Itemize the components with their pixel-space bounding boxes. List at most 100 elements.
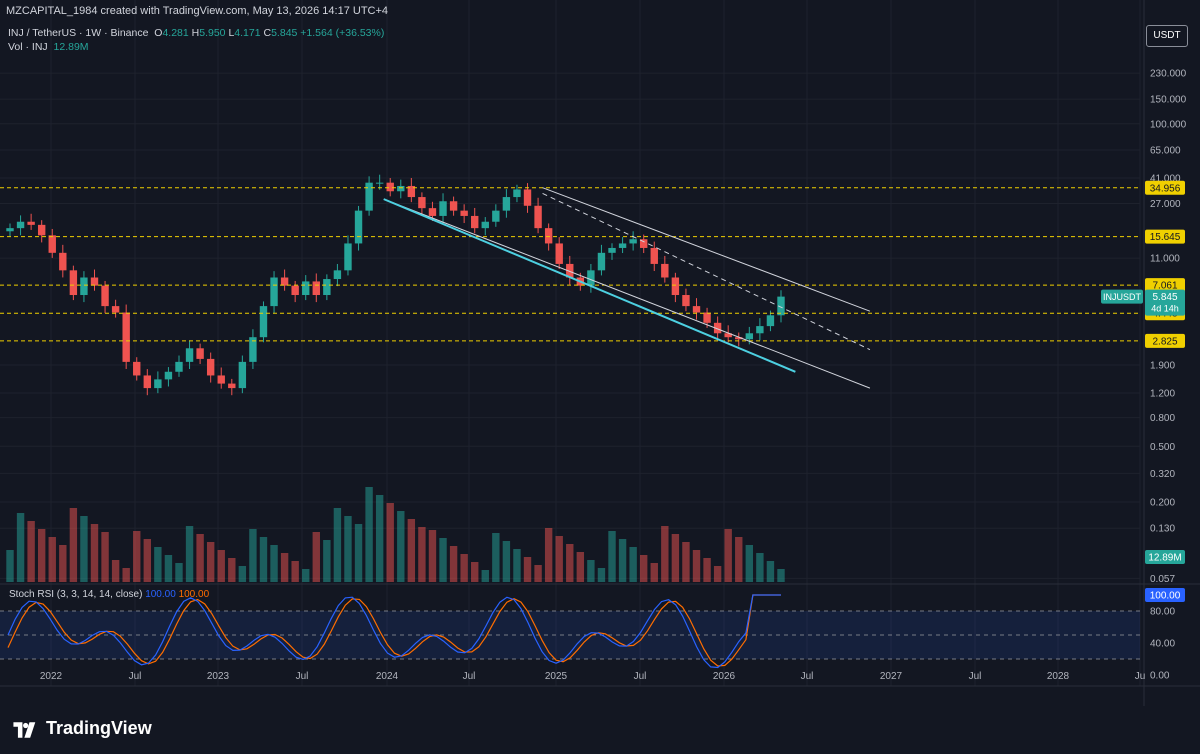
candle-body[interactable] xyxy=(228,383,236,389)
candle-body[interactable] xyxy=(37,224,46,236)
close-label: C xyxy=(263,27,272,39)
candle-body[interactable] xyxy=(428,208,437,216)
symbol-name[interactable]: INJ / TetherUS · 1W · Binance xyxy=(8,27,149,39)
candle-body[interactable] xyxy=(661,263,669,278)
candle-body[interactable] xyxy=(238,361,247,389)
candle-body[interactable] xyxy=(481,221,489,229)
stoch-rsi-legend[interactable]: Stoch RSI (3, 3, 14, 14, close) 100.00 1… xyxy=(9,589,209,600)
candle-body[interactable] xyxy=(692,306,701,313)
candle-body[interactable] xyxy=(122,312,130,362)
symbol-legend[interactable]: INJ / TetherUS · 1W · Binance O4.281 H5.… xyxy=(8,27,384,39)
candle-body[interactable] xyxy=(375,182,384,184)
candle-body[interactable] xyxy=(735,337,743,340)
price-tick-label: 100.000 xyxy=(1150,119,1187,130)
candle-body[interactable] xyxy=(6,228,14,232)
candle-body[interactable] xyxy=(502,197,511,211)
channel-mid-line[interactable] xyxy=(542,192,871,351)
volume-bar xyxy=(587,560,595,582)
candle-body[interactable] xyxy=(175,361,183,372)
candle-body[interactable] xyxy=(291,285,299,296)
candle-body[interactable] xyxy=(713,322,722,334)
candle-body[interactable] xyxy=(333,270,342,280)
candle-body[interactable] xyxy=(69,270,78,296)
candle-body[interactable] xyxy=(143,375,151,389)
candle-body[interactable] xyxy=(280,277,289,286)
price-tick-label: 0.320 xyxy=(1150,469,1175,480)
footer xyxy=(0,706,1200,754)
candle-body[interactable] xyxy=(154,379,162,389)
candle-body[interactable] xyxy=(312,281,320,296)
candle-body[interactable] xyxy=(111,306,120,313)
support-trend-line[interactable] xyxy=(383,198,796,373)
candle-body[interactable] xyxy=(59,252,67,271)
candle-body[interactable] xyxy=(587,270,595,286)
candle-body[interactable] xyxy=(745,333,754,340)
candle-body[interactable] xyxy=(90,277,99,286)
candle-body[interactable] xyxy=(523,189,532,206)
candle-body[interactable] xyxy=(544,228,553,244)
candle-body[interactable] xyxy=(671,277,680,296)
candle-body[interactable] xyxy=(48,235,56,253)
volume-bar xyxy=(80,516,88,582)
level-price-label xyxy=(1145,229,1185,244)
candle-body[interactable] xyxy=(756,326,764,334)
candle-body[interactable] xyxy=(397,185,405,192)
candle-body[interactable] xyxy=(650,247,658,264)
candle-body[interactable] xyxy=(302,281,310,296)
candle-body[interactable] xyxy=(354,210,363,244)
candle-body[interactable] xyxy=(449,201,458,211)
candle-body[interactable] xyxy=(724,333,732,338)
candle-body[interactable] xyxy=(323,279,331,296)
candle-body[interactable] xyxy=(555,243,563,264)
candle-body[interactable] xyxy=(439,201,447,216)
candle-body[interactable] xyxy=(185,348,194,362)
level-price-label xyxy=(1145,278,1185,293)
candle-body[interactable] xyxy=(16,221,25,229)
candle-body[interactable] xyxy=(618,243,627,248)
candle-body[interactable] xyxy=(407,185,416,198)
candle-body[interactable] xyxy=(777,296,785,316)
currency-button[interactable]: USDT xyxy=(1146,25,1188,47)
candle-body[interactable] xyxy=(766,315,775,327)
candle-body[interactable] xyxy=(259,306,268,338)
volume-price-text: 12.89M xyxy=(1148,553,1181,564)
volume-bar xyxy=(523,557,532,582)
channel-upper-line[interactable] xyxy=(542,187,871,312)
candle-body[interactable] xyxy=(365,182,373,211)
candle-body[interactable] xyxy=(534,205,542,229)
candle-body[interactable] xyxy=(80,277,88,296)
candle-body[interactable] xyxy=(608,247,616,253)
candle-body[interactable] xyxy=(629,239,637,244)
candle-body[interactable] xyxy=(640,239,648,248)
volume-bar xyxy=(354,524,363,582)
candle-body[interactable] xyxy=(206,358,215,376)
volume-bar xyxy=(766,561,775,582)
channel-lower-line[interactable] xyxy=(383,198,871,389)
candle-body[interactable] xyxy=(133,361,141,376)
candle-body[interactable] xyxy=(217,375,225,384)
candle-body[interactable] xyxy=(471,215,479,229)
candle-body[interactable] xyxy=(101,285,109,307)
candle-body[interactable] xyxy=(703,312,711,323)
volume-bar xyxy=(492,533,500,582)
candle-body[interactable] xyxy=(27,221,35,225)
candle-body[interactable] xyxy=(460,210,468,216)
candle-body[interactable] xyxy=(270,277,278,307)
volume-bar xyxy=(777,569,785,582)
candle-body[interactable] xyxy=(196,348,204,359)
stoch-rsi-d-line xyxy=(7,594,781,667)
volume-legend[interactable]: Vol · INJ 12.89M xyxy=(8,41,89,53)
candle-body[interactable] xyxy=(492,210,500,222)
candle-body[interactable] xyxy=(164,371,173,380)
candle-body[interactable] xyxy=(418,197,426,209)
candle-body[interactable] xyxy=(566,263,574,278)
candle-body[interactable] xyxy=(682,295,690,307)
candle-body[interactable] xyxy=(513,189,521,198)
candle-body[interactable] xyxy=(386,182,394,192)
stoch-rsi-k-label-text: 100.00 xyxy=(1150,591,1181,602)
candle-body[interactable] xyxy=(249,337,257,362)
level-price-text: 34.956 xyxy=(1150,183,1181,194)
candle-body[interactable] xyxy=(597,252,606,271)
candle-body[interactable] xyxy=(344,243,352,271)
